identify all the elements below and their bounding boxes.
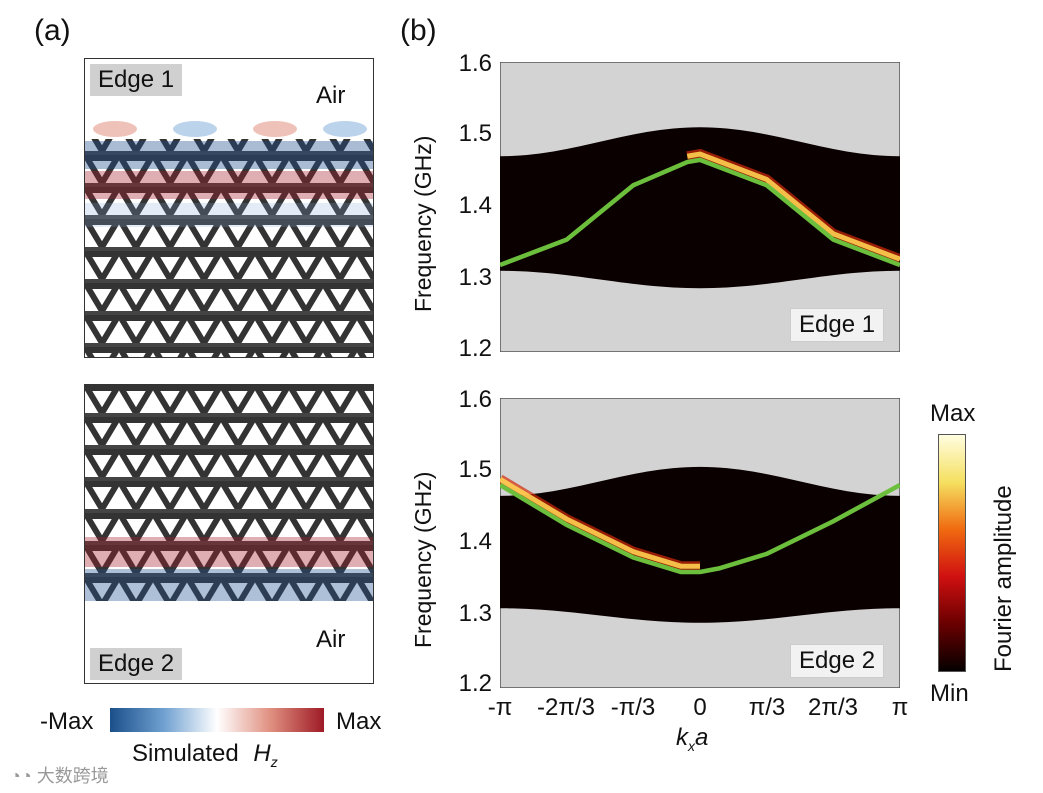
ytick-bot-3: 1.3 bbox=[458, 600, 492, 627]
edge1-lattice bbox=[85, 121, 373, 357]
edge2-lattice bbox=[85, 385, 373, 601]
ylabel-top: Frequency (GHz) bbox=[410, 135, 436, 312]
bulk-gap-region-1 bbox=[500, 127, 900, 289]
fourier-colorbar-min: Min bbox=[930, 680, 969, 707]
ytick-top-2: 1.4 bbox=[458, 192, 492, 219]
fourier-core-1 bbox=[686, 151, 900, 262]
watermark: ◔◔ 大数跨境 bbox=[10, 766, 109, 786]
air-label-top: Air bbox=[316, 82, 346, 109]
air-label-bottom: Air bbox=[316, 626, 346, 653]
ylabel-bottom: Frequency (GHz) bbox=[410, 471, 436, 648]
plot-tag-edge2: Edge 2 bbox=[790, 644, 885, 678]
fourier-colorbar-max: Max bbox=[930, 400, 976, 427]
plot-edge1 bbox=[500, 62, 900, 352]
hz-colorbar-min: -Max bbox=[40, 708, 94, 735]
caption-sub: z bbox=[270, 753, 278, 770]
xtick-3: 0 bbox=[693, 694, 707, 721]
dispersion-line-1 bbox=[500, 157, 900, 268]
edge2-tag: Edge 2 bbox=[90, 648, 183, 680]
hz-colorbar bbox=[110, 708, 324, 732]
ytick-bot-1: 1.5 bbox=[458, 456, 492, 483]
panel-b-label: (b) bbox=[400, 14, 437, 47]
bulk-gap-region-2 bbox=[500, 466, 900, 623]
dispersion-line-2 bbox=[500, 483, 900, 575]
ytick-bot-2: 1.4 bbox=[458, 528, 492, 555]
ytick-top-4: 1.2 bbox=[458, 335, 492, 362]
fourier-core-2 bbox=[500, 477, 700, 569]
xtick-5: 2π/3 bbox=[808, 694, 858, 721]
edge1-tag: Edge 1 bbox=[90, 64, 183, 96]
ytick-bot-4: 1.2 bbox=[458, 670, 492, 697]
hz-colorbar-max: Max bbox=[336, 708, 382, 735]
xtick-1: -2π/3 bbox=[537, 694, 595, 721]
xtick-2: -π/3 bbox=[610, 694, 656, 721]
caption-var: H bbox=[253, 740, 271, 767]
xlabel-sub: x bbox=[688, 737, 695, 754]
plot-edge2 bbox=[500, 398, 900, 688]
ytick-top-1: 1.5 bbox=[458, 120, 492, 147]
xlabel: kxa bbox=[676, 724, 708, 754]
xtick-4: π/3 bbox=[748, 694, 786, 721]
watermark-text: 大数跨境 bbox=[36, 766, 109, 786]
edge2-simulation-frame bbox=[84, 384, 374, 684]
xtick-0: -π bbox=[487, 694, 513, 721]
xlabel-a: a bbox=[695, 724, 709, 751]
edge1-simulation-frame bbox=[84, 58, 374, 358]
ytick-top-3: 1.3 bbox=[458, 264, 492, 291]
fourier-colorbar-label: Fourier amplitude bbox=[990, 485, 1017, 672]
xlabel-k: k bbox=[676, 724, 688, 751]
caption-text: Simulated bbox=[132, 740, 239, 767]
plot-tag-edge1: Edge 1 bbox=[790, 308, 885, 342]
ytick-bot-0: 1.6 bbox=[458, 386, 492, 413]
panel-a-label: (a) bbox=[34, 14, 71, 47]
hz-colorbar-caption: Simulated Hz bbox=[132, 740, 278, 770]
fourier-colorbar bbox=[938, 434, 966, 672]
xtick-6: π bbox=[891, 694, 909, 721]
ytick-top-0: 1.6 bbox=[458, 50, 492, 77]
